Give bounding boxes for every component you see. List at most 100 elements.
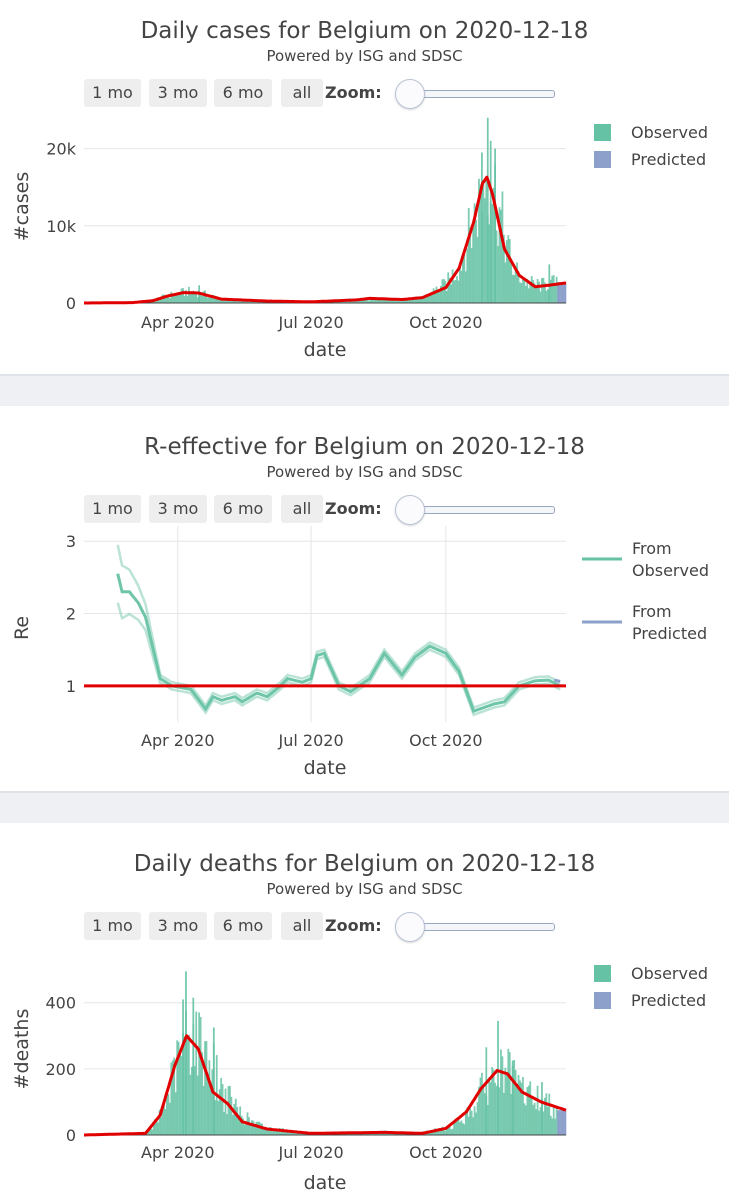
- observed-bar: [390, 300, 392, 303]
- x-tick-label: Oct 2020: [409, 313, 482, 332]
- range-button-3mo[interactable]: 3 mo: [149, 79, 207, 107]
- observed-bar: [290, 1132, 293, 1135]
- range-button-6mo[interactable]: 6 mo: [214, 912, 272, 940]
- observed-bar: [231, 1114, 234, 1135]
- observed-bar: [287, 1131, 290, 1135]
- range-button-6mo[interactable]: 6 mo: [214, 495, 272, 523]
- observed-bar: [289, 1132, 291, 1135]
- observed-bar: [555, 1106, 558, 1135]
- y-tick-label: 400: [45, 994, 76, 1013]
- observed-bar: [259, 1123, 262, 1135]
- observed-bar: [541, 1082, 543, 1135]
- observed-bar: [409, 297, 412, 303]
- observed-bar: [214, 1100, 217, 1135]
- observed-bar: [221, 1084, 224, 1135]
- observed-bar: [450, 1129, 453, 1135]
- range-button-all[interactable]: all: [281, 79, 323, 107]
- observed-bar: [530, 276, 533, 303]
- observed-bar: [192, 290, 195, 303]
- observed-bar: [179, 1052, 181, 1135]
- observed-bar: [168, 298, 171, 303]
- observed-bar: [418, 296, 420, 303]
- observed-bar: [517, 1075, 520, 1135]
- chart-subtitle: Powered by ISG and SDSC: [266, 463, 463, 481]
- observed-bar: [472, 1117, 475, 1135]
- observed-bar: [201, 295, 203, 303]
- observed-bar: [491, 203, 494, 303]
- observed-bar: [189, 291, 192, 303]
- range-button-all[interactable]: all: [281, 495, 323, 523]
- observed-bar: [434, 290, 436, 303]
- observed-bar: [554, 285, 557, 303]
- zoom-slider-handle[interactable]: [395, 79, 425, 109]
- observed-bar: [251, 1120, 253, 1135]
- lower-bound-line: [116, 602, 561, 717]
- observed-bar: [183, 1036, 186, 1135]
- range-button-1mo[interactable]: 1 mo: [84, 495, 141, 523]
- range-button-3mo[interactable]: 3 mo: [149, 912, 207, 940]
- range-button-1mo[interactable]: 1 mo: [84, 912, 141, 940]
- range-button-6mo[interactable]: 6 mo: [214, 79, 272, 107]
- observed-bar: [457, 280, 460, 303]
- observed-bar: [489, 140, 492, 303]
- re-panel: R-effective for Belgium on 2020-12-18 Po…: [0, 406, 729, 790]
- predicted-bar: [558, 282, 561, 303]
- observed-bar: [381, 299, 384, 303]
- zoom-slider-handle[interactable]: [395, 495, 425, 525]
- observed-bar: [513, 275, 516, 303]
- zoom-slider-handle[interactable]: [395, 912, 425, 942]
- zoom-slider-track[interactable]: [409, 923, 555, 931]
- range-button-all[interactable]: all: [281, 912, 323, 940]
- observed-bar: [396, 300, 398, 303]
- range-button-3mo[interactable]: 3 mo: [149, 495, 207, 523]
- observed-bar: [416, 297, 419, 303]
- observed-bar: [236, 1106, 239, 1135]
- observed-bar: [199, 1017, 202, 1135]
- observed-bar: [240, 1115, 243, 1135]
- observed-bar: [497, 246, 499, 303]
- range-button-1mo[interactable]: 1 mo: [84, 79, 141, 107]
- legend-swatch: [594, 124, 611, 141]
- observed-bar: [293, 1131, 296, 1135]
- observed-bar: [253, 1124, 256, 1135]
- observed-bar: [536, 1085, 539, 1135]
- observed-bar: [489, 1082, 492, 1135]
- observed-bar: [488, 1077, 491, 1135]
- observed-bar: [379, 298, 382, 303]
- observed-bar: [532, 280, 535, 303]
- observed-bar: [163, 1103, 165, 1135]
- observed-bar: [377, 1133, 379, 1135]
- predicted-bar: [561, 282, 564, 303]
- observed-bar: [223, 300, 225, 303]
- predicted-bar: [563, 282, 565, 303]
- zoom-slider-track[interactable]: [409, 90, 555, 98]
- observed-bar: [161, 1109, 164, 1135]
- observed-bar: [555, 276, 558, 303]
- observed-bar: [522, 279, 524, 303]
- observed-bar: [186, 1037, 189, 1135]
- observed-bar: [420, 298, 423, 303]
- observed-bar: [167, 295, 170, 303]
- observed-bar: [435, 286, 438, 303]
- y-tick-label: 200: [45, 1060, 76, 1079]
- observed-bar: [199, 294, 202, 303]
- observed-bar: [302, 1133, 305, 1135]
- observed-bar: [270, 1127, 272, 1135]
- observed-bar: [274, 1131, 277, 1135]
- observed-bar: [180, 1055, 183, 1135]
- observed-bar: [148, 1128, 151, 1135]
- observed-bar: [429, 294, 432, 303]
- observed-bar: [374, 297, 376, 303]
- observed-bar: [548, 1093, 551, 1135]
- observed-bar: [503, 234, 505, 303]
- observed-bar: [498, 207, 501, 303]
- zoom-slider-track[interactable]: [409, 506, 555, 514]
- observed-bar: [535, 1109, 537, 1135]
- observed-bar: [459, 1122, 461, 1135]
- observed-bar: [277, 1131, 280, 1135]
- observed-bar: [171, 296, 174, 303]
- observed-bar: [504, 262, 507, 303]
- observed-bar: [470, 247, 473, 303]
- observed-bar: [514, 266, 517, 303]
- observed-bar: [432, 1131, 435, 1135]
